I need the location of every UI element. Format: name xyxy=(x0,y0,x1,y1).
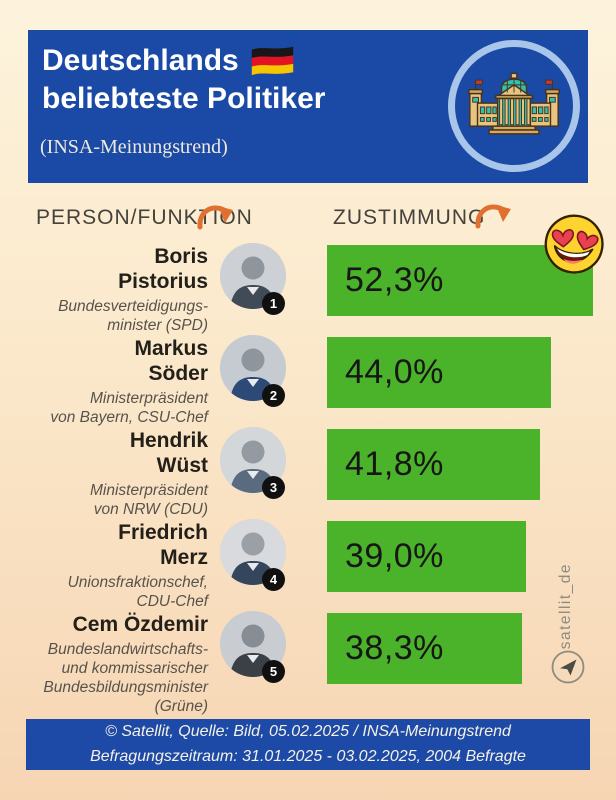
page-title: Deutschlands beliebteste Politiker xyxy=(42,42,325,118)
politician-name: Cem Özdemir xyxy=(72,613,208,636)
person-label: Boris Pistorius Bundesverteidigungs- min… xyxy=(14,244,208,335)
rank-badge: 4 xyxy=(262,568,285,591)
row-merz: Friedrich Merz Unionsfraktionschef, CDU-… xyxy=(0,519,616,611)
german-flag-icon xyxy=(251,46,293,76)
politician-name: Hendrik Wüst xyxy=(129,429,208,477)
politician-role: Unionsfraktionschef, CDU-Chef xyxy=(67,574,208,610)
politician-role: Ministerpräsident von Bayern, CSU-Chef xyxy=(50,390,208,426)
person-label: Cem Özdemir Bundeslandwirtschafts- und k… xyxy=(14,612,208,716)
footer-survey-line: Befragungszeitraum: 31.01.2025 - 03.02.2… xyxy=(90,747,526,765)
rank-badge: 5 xyxy=(262,660,285,683)
politician-name: Friedrich Merz xyxy=(118,521,208,569)
politician-rows: Boris Pistorius Bundesverteidigungs- min… xyxy=(0,243,616,715)
rank-badge: 1 xyxy=(262,292,285,315)
politician-role: Bundesverteidigungs- minister (SPD) xyxy=(58,298,208,334)
reichstag-building-icon xyxy=(468,72,560,135)
person-avatar-icon xyxy=(220,611,286,677)
header: Deutschlands beliebteste Politiker (INSA… xyxy=(28,30,588,183)
approval-value: 44,0% xyxy=(345,353,444,391)
curved-arrow-icon xyxy=(475,204,511,229)
title-line2: beliebteste Politiker xyxy=(42,82,326,115)
row-wuest: Hendrik Wüst Ministerpräsident von NRW (… xyxy=(0,427,616,519)
approval-bar: 44,0% xyxy=(327,337,551,408)
footer: © Satellit, Quelle: Bild, 05.02.2025 / I… xyxy=(26,719,590,770)
heart-eyes-emoji-icon xyxy=(544,214,604,274)
approval-value: 52,3% xyxy=(345,261,444,299)
reichstag-badge xyxy=(448,40,580,172)
curved-arrow-icon xyxy=(197,205,233,230)
person-label: Hendrik Wüst Ministerpräsident von NRW (… xyxy=(14,428,208,519)
politician-name: Markus Söder xyxy=(134,337,208,385)
rank-badge: 3 xyxy=(262,476,285,499)
watermark-handle: satellit_de xyxy=(557,563,574,650)
footer-source-line: © Satellit, Quelle: Bild, 05.02.2025 / I… xyxy=(105,722,511,740)
politician-role: Ministerpräsident von NRW (CDU) xyxy=(89,482,208,518)
column-header-approval: ZUSTIMMUNG xyxy=(333,206,486,229)
approval-bar: 38,3% xyxy=(327,613,522,684)
approval-value: 38,3% xyxy=(345,629,444,667)
person-label: Markus Söder Ministerpräsident von Bayer… xyxy=(14,336,208,427)
approval-value: 41,8% xyxy=(345,445,444,483)
approval-bar: 39,0% xyxy=(327,521,526,592)
paper-plane-icon xyxy=(551,650,585,684)
row-oezdemir: Cem Özdemir Bundeslandwirtschafts- und k… xyxy=(0,611,616,715)
approval-value: 39,0% xyxy=(345,537,444,575)
person-label: Friedrich Merz Unionsfraktionschef, CDU-… xyxy=(14,520,208,611)
row-soeder: Markus Söder Ministerpräsident von Bayer… xyxy=(0,335,616,427)
rank-badge: 2 xyxy=(262,384,285,407)
title-line1: Deutschlands xyxy=(42,44,239,77)
politician-role: Bundeslandwirtschafts- und kommissarisch… xyxy=(43,641,208,715)
politician-name: Boris Pistorius xyxy=(118,245,208,293)
approval-bar: 41,8% xyxy=(327,429,540,500)
subtitle: (INSA-Meinungstrend) xyxy=(40,136,228,158)
row-pistorius: Boris Pistorius Bundesverteidigungs- min… xyxy=(0,243,616,335)
